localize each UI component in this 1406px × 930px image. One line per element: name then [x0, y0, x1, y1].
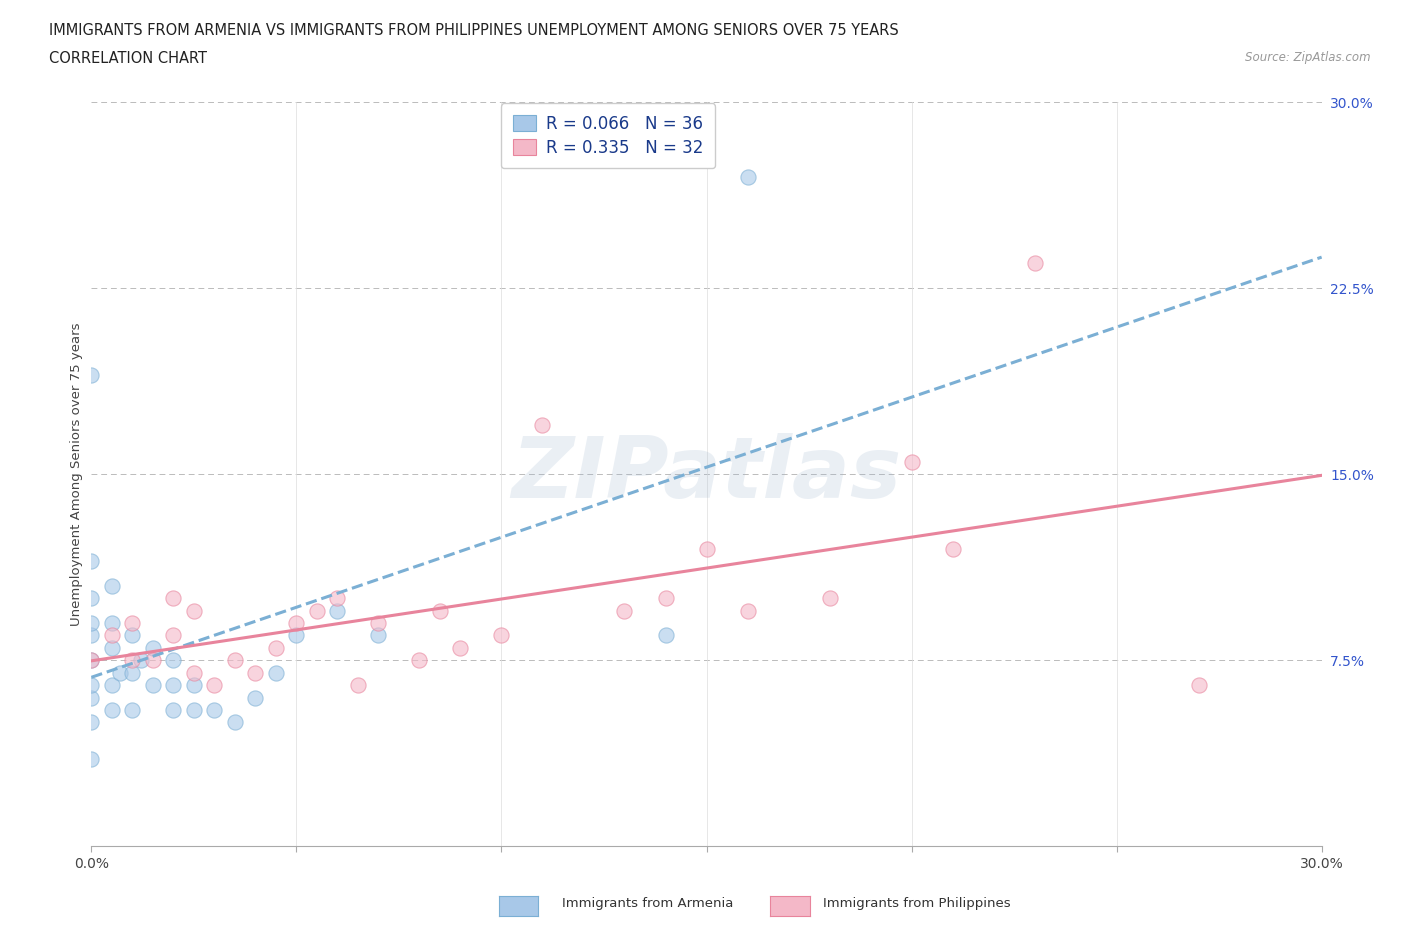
Point [80, 653, 103, 668]
Point [142, 641, 165, 656]
Point [101, 641, 124, 656]
Point [183, 665, 205, 680]
Point [942, 541, 965, 556]
Point [101, 628, 124, 643]
Y-axis label: Unemployment Among Seniors over 75 years: Unemployment Among Seniors over 75 years [70, 323, 83, 626]
Text: Immigrants from Philippines: Immigrants from Philippines [823, 897, 1010, 910]
Point [162, 678, 184, 693]
Point [202, 702, 225, 717]
Point [367, 616, 389, 631]
Point [101, 578, 124, 593]
Point [224, 715, 246, 730]
Point [108, 665, 131, 680]
Text: Immigrants from Armenia: Immigrants from Armenia [562, 897, 734, 910]
Point [162, 591, 184, 605]
Point [80, 367, 103, 382]
Point [101, 678, 124, 693]
Point [183, 604, 205, 618]
Text: CORRELATION CHART: CORRELATION CHART [49, 51, 207, 66]
Point [224, 653, 246, 668]
Point [162, 702, 184, 717]
Point [80, 553, 103, 568]
Point [264, 665, 287, 680]
Point [80, 616, 103, 631]
Point [80, 591, 103, 605]
Point [347, 678, 370, 693]
Point [531, 418, 554, 432]
Point [121, 665, 143, 680]
Point [1187, 678, 1209, 693]
Point [142, 653, 165, 668]
Point [80, 653, 103, 668]
Point [326, 591, 349, 605]
Point [80, 715, 103, 730]
Point [737, 169, 759, 184]
Point [245, 690, 267, 705]
Point [326, 604, 349, 618]
Point [1024, 256, 1046, 271]
Point [80, 752, 103, 767]
Point [367, 628, 389, 643]
Point [162, 653, 184, 668]
Point [654, 628, 676, 643]
Point [80, 628, 103, 643]
Point [162, 628, 184, 643]
Point [121, 616, 143, 631]
Point [491, 628, 513, 643]
Point [429, 604, 451, 618]
Legend: R = 0.066   N = 36, R = 0.335   N = 32: R = 0.066 N = 36, R = 0.335 N = 32 [501, 103, 716, 168]
Point [121, 628, 143, 643]
Point [818, 591, 841, 605]
Point [613, 604, 636, 618]
Text: ZIPatlas: ZIPatlas [512, 432, 901, 516]
Point [80, 678, 103, 693]
Point [183, 678, 205, 693]
Point [245, 665, 267, 680]
Point [121, 702, 143, 717]
Point [121, 653, 143, 668]
Point [285, 628, 308, 643]
Text: IMMIGRANTS FROM ARMENIA VS IMMIGRANTS FROM PHILIPPINES UNEMPLOYMENT AMONG SENIOR: IMMIGRANTS FROM ARMENIA VS IMMIGRANTS FR… [49, 23, 898, 38]
Point [408, 653, 430, 668]
Point [264, 641, 287, 656]
Point [285, 616, 308, 631]
Point [449, 641, 471, 656]
Point [654, 591, 676, 605]
Point [202, 678, 225, 693]
Text: Source: ZipAtlas.com: Source: ZipAtlas.com [1246, 51, 1371, 64]
Point [101, 702, 124, 717]
Point [695, 541, 717, 556]
Point [737, 604, 759, 618]
Point [80, 690, 103, 705]
Point [101, 616, 124, 631]
Point [129, 653, 152, 668]
Point [183, 702, 205, 717]
Point [142, 678, 165, 693]
Point [900, 455, 922, 470]
Point [305, 604, 328, 618]
